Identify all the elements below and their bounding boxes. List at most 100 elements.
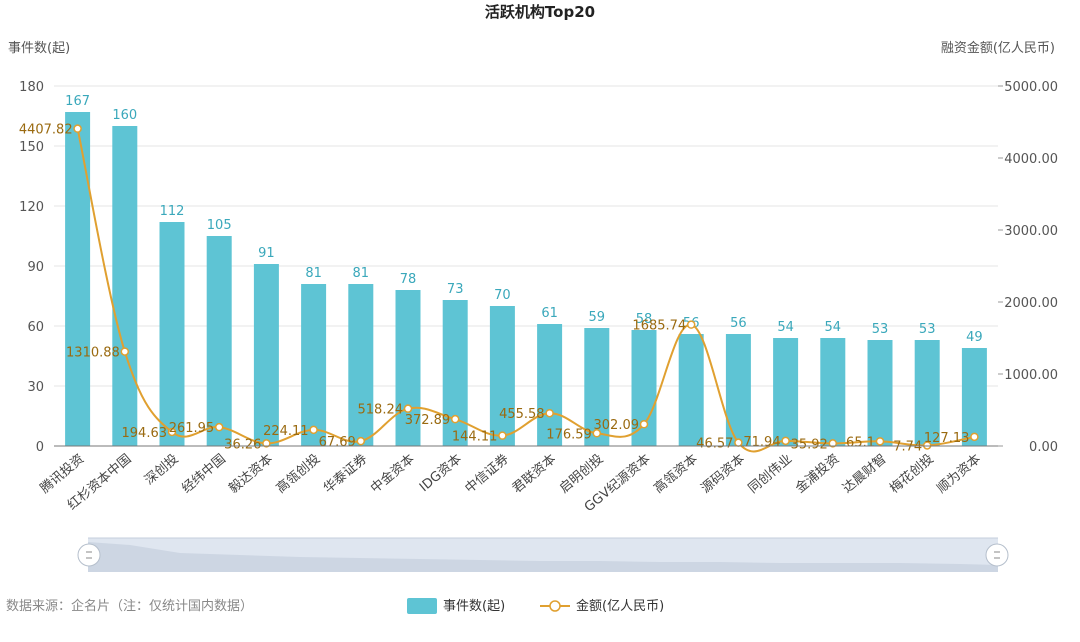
line-value-label: 176.59 (546, 427, 592, 442)
line-point (639, 419, 649, 429)
bar-value-label: 78 (400, 272, 417, 287)
slider-handle-left[interactable] (77, 543, 101, 567)
line-point (309, 425, 318, 435)
bar (206, 236, 232, 446)
y-tick-right: 5000.00 (1004, 80, 1058, 95)
bar (65, 112, 91, 446)
bar-value-label: 59 (589, 310, 606, 325)
y-tick-right: 2000.00 (1004, 296, 1058, 311)
line-point (262, 439, 271, 448)
x-tick-label: 中金资本 (367, 451, 417, 497)
line-value-label: 7.74 (893, 439, 922, 454)
bar-value-label: 91 (258, 246, 275, 261)
bar-value-label: 160 (112, 108, 137, 123)
y-tick-right: 1000.00 (1004, 368, 1058, 383)
bar-value-label: 56 (730, 316, 747, 331)
x-tick-label: 金浦投资 (792, 451, 842, 497)
bar-value-label: 54 (825, 320, 842, 335)
legend: 事件数(起) 金额(亿人民币) (407, 598, 664, 614)
y-tick-left: 30 (27, 380, 44, 395)
x-tick-label: 深创投 (141, 451, 181, 488)
x-tick-label: 经纬中国 (179, 452, 228, 497)
line-value-label: 71.94 (743, 435, 780, 450)
line-point (686, 320, 696, 329)
bar (584, 328, 610, 446)
y-axis-right-label: 融资金额(亿人民币) (941, 40, 1055, 56)
bar-value-label: 54 (777, 320, 794, 335)
line-value-label: 67.69 (319, 435, 356, 450)
line-value-label: 302.09 (594, 418, 640, 433)
bar (159, 222, 185, 446)
x-tick-label: 梅花创投 (887, 451, 937, 497)
line-value-label: 65.1 (846, 435, 875, 450)
line-point (875, 437, 885, 446)
bar (773, 338, 799, 446)
bar-value-label: 61 (541, 306, 558, 321)
bar-value-label: 112 (160, 204, 185, 219)
bar-value-label: 167 (65, 94, 90, 109)
line-value-label: 1685.74 (632, 319, 686, 334)
bar-value-label: 70 (494, 288, 511, 303)
bar (395, 290, 421, 446)
line-point (214, 422, 224, 432)
line-point (403, 404, 413, 413)
legend-item-amount[interactable]: 金额(亿人民币) (540, 598, 664, 614)
bar-value-label: 58 (636, 312, 653, 327)
chart-title: 活跃机构Top20 (485, 3, 595, 21)
bar-value-label: 73 (447, 282, 464, 297)
x-tick-label: 中信证券 (462, 451, 512, 497)
bar (867, 340, 893, 446)
bar-series: 1671601121059181817873706159585656545453… (65, 94, 987, 446)
bar-value-label: 53 (872, 322, 889, 337)
bar (253, 264, 279, 446)
line-point (592, 429, 602, 438)
line-value-label: 35.92 (791, 437, 828, 452)
line-value-label: 46.57 (696, 437, 733, 452)
line-value-label: 127.13 (924, 431, 970, 446)
line-point (781, 436, 790, 446)
legend-label-count: 事件数(起) (443, 599, 505, 614)
bar-value-label: 49 (966, 330, 983, 345)
line-point (828, 439, 838, 448)
source-note: 数据来源：企名片（注：仅统计国内数据） (6, 598, 253, 614)
legend-swatch-marker (549, 600, 561, 612)
line-value-label: 518.24 (358, 403, 404, 418)
line-value-label: 1310.88 (66, 346, 120, 361)
y-tick-right: 0.00 (1029, 440, 1058, 455)
slider-handle-right[interactable] (985, 543, 1009, 567)
line-value-label: 372.89 (405, 413, 451, 428)
bar-value-label: 81 (353, 266, 370, 281)
y-tick-right: 4000.00 (1004, 152, 1058, 167)
grid-lines (54, 85, 998, 447)
bar-value-label: 53 (919, 322, 936, 337)
x-tick-label: IDG资本 (417, 452, 465, 496)
slider-preview-shape (88, 542, 998, 572)
x-tick-label: 毅达资本 (226, 451, 276, 497)
line-value-label: 4407.82 (19, 123, 73, 138)
line-value-label: 194.63 (122, 426, 168, 441)
x-tick-label: 君联资本 (510, 452, 559, 497)
line-value-label: 261.95 (169, 421, 215, 436)
line-point (734, 438, 743, 447)
x-tick-label: 顺为资本 (934, 452, 983, 497)
bar (301, 284, 327, 446)
bar (348, 284, 374, 446)
x-tick-label: 高瓴创投 (273, 451, 323, 497)
y-tick-right: 3000.00 (1004, 224, 1058, 239)
legend-label-amount: 金额(亿人民币) (576, 598, 664, 614)
line-point (970, 432, 979, 442)
y-tick-left: 0 (36, 440, 44, 455)
bar-value-label: 81 (305, 266, 322, 281)
line-point (73, 124, 82, 133)
legend-item-count[interactable]: 事件数(起) (407, 598, 505, 614)
y-tick-left: 120 (19, 200, 44, 215)
amount-line (76, 128, 975, 453)
bar (537, 324, 563, 446)
data-zoom-slider[interactable] (77, 537, 1009, 572)
line-point (498, 431, 507, 440)
line-value-label: 144.11 (452, 430, 498, 445)
x-tick-label: 同创伟业 (746, 452, 795, 497)
y-tick-left: 150 (19, 140, 44, 155)
